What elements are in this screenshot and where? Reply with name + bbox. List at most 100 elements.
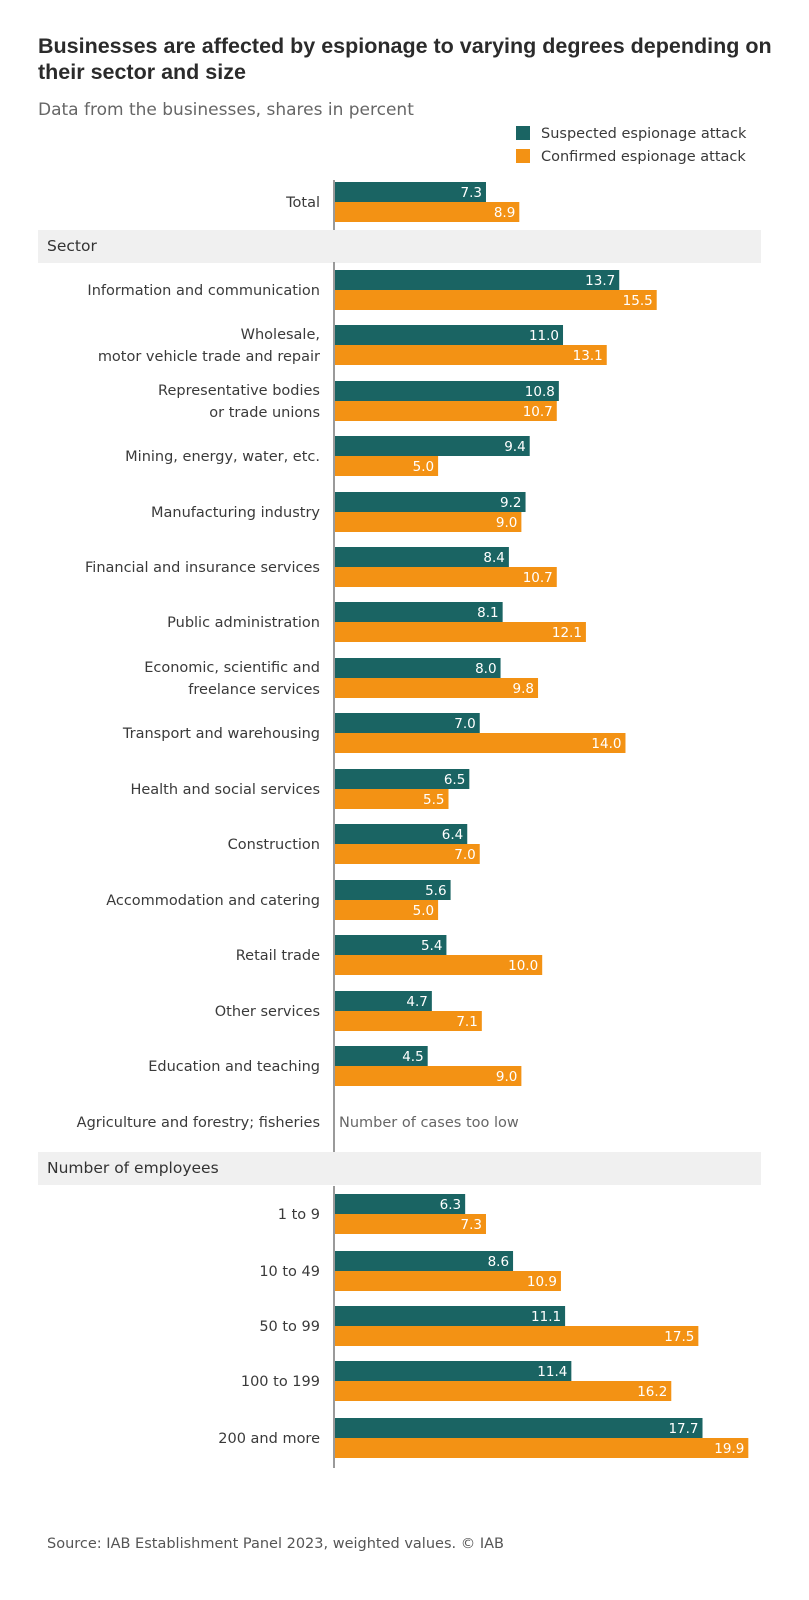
category-label-1-to-9: 1 to 9 xyxy=(278,1207,320,1223)
value-label-suspected-other-services: 4.7 xyxy=(406,994,427,1010)
value-label-suspected-accommodation-and-catering: 5.6 xyxy=(425,883,446,899)
value-label-confirmed-200-and-more: 19.9 xyxy=(714,1441,744,1457)
value-label-confirmed-50-to-99: 17.5 xyxy=(664,1329,694,1345)
category-label-information-and-communication: Information and communication xyxy=(87,283,320,299)
category-label-100-to-199: 100 to 199 xyxy=(241,1374,320,1390)
bar-suspected-construction xyxy=(334,824,468,844)
value-label-suspected-education-and-teaching: 4.5 xyxy=(402,1049,423,1065)
category-label-representative-bodies-or-trade-unions-line2: or trade unions xyxy=(209,405,320,421)
category-label-wholesale-motor-vehicle-trade-and-repair-line2: motor vehicle trade and repair xyxy=(98,349,320,365)
value-label-suspected-10-to-49: 8.6 xyxy=(488,1254,509,1270)
bar-confirmed-health-and-social-services xyxy=(334,789,449,809)
value-label-confirmed-information-and-communication: 15.5 xyxy=(623,293,653,309)
bar-confirmed-public-administration xyxy=(334,622,586,642)
bar-confirmed-10-to-49 xyxy=(334,1271,561,1291)
bar-confirmed-financial-and-insurance-services xyxy=(334,567,557,587)
source-note: Source: IAB Establishment Panel 2023, we… xyxy=(47,1536,504,1552)
legend-swatch-confirmed xyxy=(516,149,530,163)
category-label-financial-and-insurance-services: Financial and insurance services xyxy=(85,560,320,576)
value-label-confirmed-public-administration: 12.1 xyxy=(552,625,582,641)
value-label-confirmed-10-to-49: 10.9 xyxy=(527,1274,557,1290)
category-label-50-to-99: 50 to 99 xyxy=(259,1319,320,1335)
value-label-suspected-public-administration: 8.1 xyxy=(477,605,498,621)
bar-confirmed-total xyxy=(334,202,520,222)
bar-confirmed-transport-and-warehousing xyxy=(334,733,626,753)
value-label-suspected-retail-trade: 5.4 xyxy=(421,938,442,954)
bar-suspected-total xyxy=(334,182,486,202)
value-label-suspected-mining-energy-water-etc: 9.4 xyxy=(504,439,525,455)
category-label-construction: Construction xyxy=(228,837,320,853)
value-label-confirmed-financial-and-insurance-services: 10.7 xyxy=(523,570,553,586)
value-label-confirmed-retail-trade: 10.0 xyxy=(508,958,538,974)
bar-confirmed-200-and-more xyxy=(334,1438,749,1458)
value-label-suspected-100-to-199: 11.4 xyxy=(537,1364,567,1380)
category-label-accommodation-and-catering: Accommodation and catering xyxy=(106,893,320,909)
value-label-confirmed-education-and-teaching: 9.0 xyxy=(496,1069,517,1085)
value-label-suspected-transport-and-warehousing: 7.0 xyxy=(454,716,475,732)
category-label-agriculture-and-forestry-fisheries: Agriculture and forestry; fisheries xyxy=(77,1115,320,1131)
bar-suspected-mining-energy-water-etc xyxy=(334,436,530,456)
value-label-suspected-200-and-more: 17.7 xyxy=(668,1421,698,1437)
value-label-suspected-wholesale-motor-vehicle-trade-and-repair: 11.0 xyxy=(529,328,559,344)
bar-suspected-financial-and-insurance-services xyxy=(334,547,509,567)
chart-subtitle: Data from the businesses, shares in perc… xyxy=(38,100,414,120)
section-header-number-of-employees: Number of employees xyxy=(47,1159,219,1177)
value-label-confirmed-1-to-9: 7.3 xyxy=(461,1217,482,1233)
no-data-note: Number of cases too low xyxy=(339,1115,519,1131)
section-header-sector: Sector xyxy=(47,237,97,255)
bar-confirmed-education-and-teaching xyxy=(334,1066,522,1086)
bar-suspected-transport-and-warehousing xyxy=(334,713,480,733)
value-label-confirmed-accommodation-and-catering: 5.0 xyxy=(413,903,434,919)
value-label-suspected-information-and-communication: 13.7 xyxy=(585,273,615,289)
value-label-suspected-total: 7.3 xyxy=(461,185,482,201)
bar-suspected-10-to-49 xyxy=(334,1251,514,1271)
bar-suspected-representative-bodies-or-trade-unions xyxy=(334,381,559,401)
bar-confirmed-mining-energy-water-etc xyxy=(334,456,439,476)
category-label-representative-bodies-or-trade-unions-line1: Representative bodies xyxy=(158,383,320,399)
value-label-suspected-manufacturing-industry: 9.2 xyxy=(500,495,521,511)
bar-confirmed-100-to-199 xyxy=(334,1381,672,1401)
value-label-confirmed-wholesale-motor-vehicle-trade-and-repair: 13.1 xyxy=(573,348,603,364)
category-label-mining-energy-water-etc: Mining, energy, water, etc. xyxy=(125,449,320,465)
category-label-education-and-teaching: Education and teaching xyxy=(148,1059,320,1075)
category-label-economic-scientific-and-freelance-services-line1: Economic, scientific and xyxy=(144,660,320,676)
section-band-sector xyxy=(38,230,761,263)
bar-suspected-other-services xyxy=(334,991,432,1011)
bar-suspected-50-to-99 xyxy=(334,1306,566,1326)
bar-suspected-manufacturing-industry xyxy=(334,492,526,512)
bar-suspected-wholesale-motor-vehicle-trade-and-repair xyxy=(334,325,564,345)
bar-confirmed-50-to-99 xyxy=(334,1326,699,1346)
value-label-confirmed-manufacturing-industry: 9.0 xyxy=(496,515,517,531)
bar-suspected-economic-scientific-and-freelance-services xyxy=(334,658,501,678)
value-label-confirmed-other-services: 7.1 xyxy=(456,1014,477,1030)
category-label-200-and-more: 200 and more xyxy=(218,1431,320,1447)
bar-confirmed-representative-bodies-or-trade-unions xyxy=(334,401,557,421)
category-label-10-to-49: 10 to 49 xyxy=(259,1264,320,1280)
category-label-economic-scientific-and-freelance-services-line2: freelance services xyxy=(188,682,320,698)
value-label-confirmed-total: 8.9 xyxy=(494,205,515,221)
bar-suspected-information-and-communication xyxy=(334,270,620,290)
chart-title: Businesses are affected by espionage to … xyxy=(38,34,772,84)
bar-suspected-health-and-social-services xyxy=(334,769,470,789)
value-label-confirmed-representative-bodies-or-trade-unions: 10.7 xyxy=(523,404,553,420)
category-label-wholesale-motor-vehicle-trade-and-repair-line1: Wholesale, xyxy=(241,327,320,343)
value-label-confirmed-economic-scientific-and-freelance-services: 9.8 xyxy=(513,681,534,697)
value-label-suspected-1-to-9: 6.3 xyxy=(440,1197,461,1213)
value-label-suspected-health-and-social-services: 6.5 xyxy=(444,772,465,788)
bar-suspected-retail-trade xyxy=(334,935,447,955)
bar-confirmed-other-services xyxy=(334,1011,482,1031)
bar-suspected-100-to-199 xyxy=(334,1361,572,1381)
category-label-other-services: Other services xyxy=(215,1004,320,1020)
bar-confirmed-construction xyxy=(334,844,480,864)
bar-confirmed-1-to-9 xyxy=(334,1214,486,1234)
value-label-confirmed-transport-and-warehousing: 14.0 xyxy=(591,736,621,752)
bar-confirmed-accommodation-and-catering xyxy=(334,900,439,920)
section-band-number-of-employees xyxy=(38,1152,761,1185)
category-label-total: Total xyxy=(285,195,320,211)
legend-label-confirmed: Confirmed espionage attack xyxy=(541,149,746,165)
bar-suspected-accommodation-and-catering xyxy=(334,880,451,900)
value-label-suspected-representative-bodies-or-trade-unions: 10.8 xyxy=(525,384,555,400)
category-label-public-administration: Public administration xyxy=(167,615,320,631)
category-label-retail-trade: Retail trade xyxy=(236,948,320,964)
